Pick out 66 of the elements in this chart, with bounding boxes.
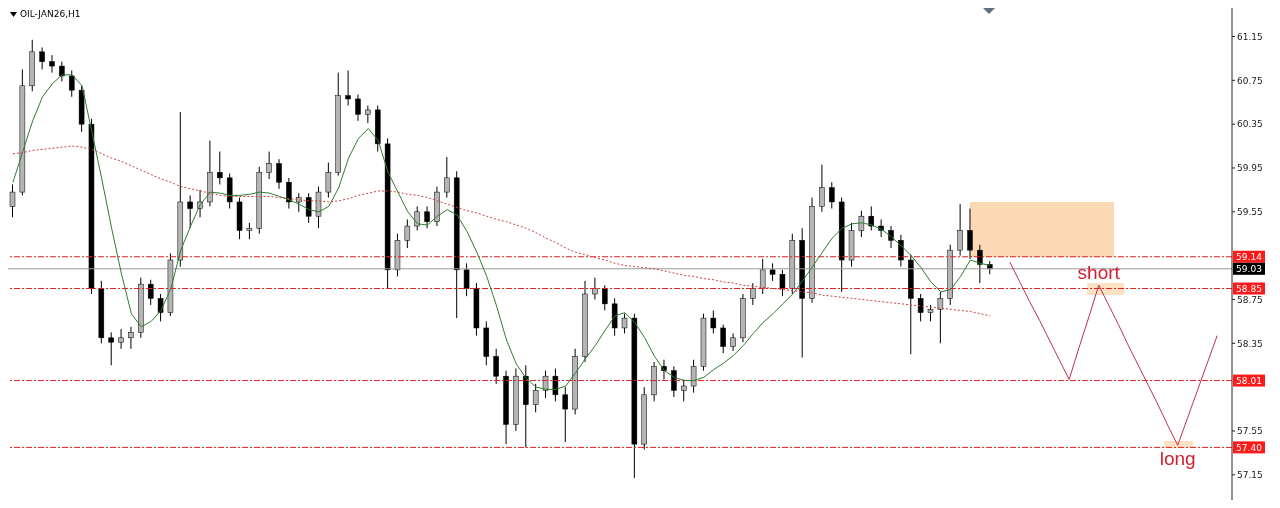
candlestick [128, 326, 134, 350]
candlestick [444, 156, 450, 199]
candlestick [750, 282, 756, 306]
y-tick-label: 57.15 [1237, 469, 1263, 480]
candlestick [868, 205, 875, 231]
candlestick [108, 331, 114, 366]
candlestick [592, 277, 598, 300]
candlestick [118, 328, 124, 350]
candlestick [296, 192, 302, 213]
candlestick [562, 386, 569, 443]
ref-line-label: 58.85 [1236, 284, 1262, 295]
line-series [1009, 261, 1218, 446]
candlestick [404, 218, 411, 249]
candlestick [463, 262, 470, 297]
candlestick [49, 54, 55, 74]
y-tick-label: 59.55 [1237, 207, 1263, 218]
candlestick [286, 177, 292, 210]
y-tick-label: 57.55 [1237, 426, 1263, 437]
candlestick [305, 192, 312, 224]
candlestick [9, 183, 16, 218]
candlestick [147, 279, 154, 306]
candlestick [710, 309, 717, 334]
ref-line-label: 58.01 [1236, 376, 1262, 387]
candlestick [276, 158, 282, 190]
candlestick [325, 162, 332, 199]
candlestick [217, 151, 223, 185]
candlestick [345, 69, 351, 107]
candlestick [671, 365, 677, 398]
candlestick [365, 105, 371, 124]
candlestick [967, 208, 973, 260]
candlestick [680, 378, 687, 402]
ref-line-label: 59.03 [1236, 264, 1262, 275]
annotation: short [1077, 262, 1121, 284]
candlestick [957, 203, 963, 257]
candlestick [779, 269, 786, 297]
ref-line-label: 57.40 [1236, 442, 1263, 453]
candlestick [917, 293, 924, 322]
chart-title: OIL-JAN26,H1 [20, 9, 81, 19]
y-tick-label: 61.15 [1237, 31, 1263, 42]
line-series [12, 145, 991, 317]
candlestick [819, 164, 825, 213]
annotation: long [1159, 448, 1196, 470]
candlestick [602, 284, 608, 311]
candlestick [898, 234, 904, 268]
candlestick [858, 210, 865, 238]
candlestick [759, 258, 766, 295]
y-tick-label: 58.75 [1237, 294, 1263, 305]
candlestick [68, 69, 75, 98]
candlestick [720, 324, 726, 354]
candlestick [355, 94, 361, 122]
candlestick [424, 205, 430, 229]
candlestick [39, 46, 45, 70]
candlestick [532, 383, 539, 413]
candlestick [59, 61, 65, 82]
candlestick [937, 291, 944, 344]
y-tick-label: 59.95 [1237, 163, 1263, 174]
candlestick [266, 151, 272, 180]
candlestick [829, 181, 835, 210]
y-tick-label: 58.35 [1237, 338, 1263, 349]
candlestick [493, 348, 499, 385]
candlestick [690, 359, 697, 394]
y-tick-label: 60.75 [1237, 75, 1263, 86]
y-tick-label: 60.35 [1237, 119, 1263, 130]
candlestick [621, 313, 628, 334]
ref-line-label: 59.14 [1236, 252, 1263, 263]
candlestick [414, 205, 420, 231]
